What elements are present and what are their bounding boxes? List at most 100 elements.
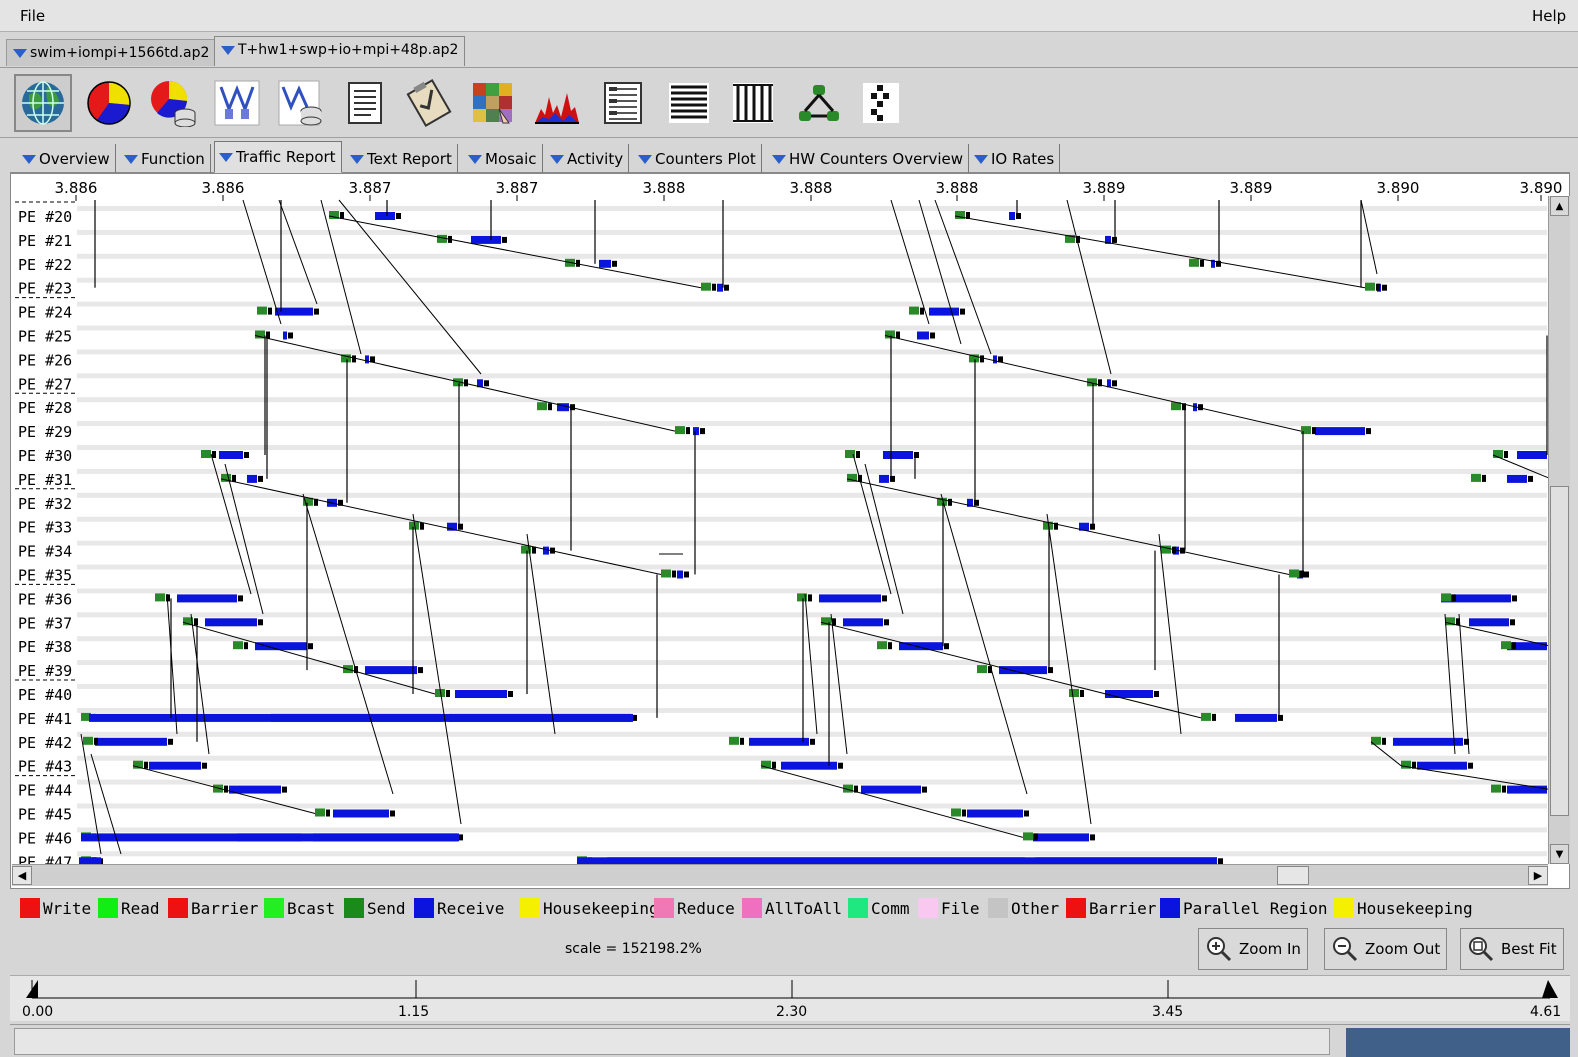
event-marker (244, 642, 248, 650)
legend-label: AllToAll (765, 898, 843, 918)
overview-axis-svg (26, 980, 1558, 999)
legend-label: Comm (871, 898, 910, 918)
event-end-marker (810, 738, 815, 745)
event-end-marker (1016, 213, 1021, 219)
grid-dots-icon[interactable] (852, 74, 910, 132)
tab-traffic-report[interactable]: Traffic Report (214, 141, 342, 173)
receive-bar (477, 379, 483, 388)
event-marker (1182, 403, 1186, 411)
event-marker (194, 618, 198, 626)
receive-bar (677, 570, 683, 579)
tab-overview[interactable]: Overview (18, 144, 116, 173)
vertical-scroll-thumb[interactable] (1550, 486, 1569, 816)
dropdown-arrow-icon (124, 155, 138, 164)
event-marker (1200, 259, 1204, 267)
toolbar (0, 68, 1578, 138)
vertical-scrollbar[interactable]: ▲ ▼ (1548, 196, 1570, 864)
tab-mosaic[interactable]: Mosaic (464, 144, 543, 173)
zoom-in-button[interactable]: Zoom In (1198, 928, 1308, 970)
pie-chart-icon[interactable] (80, 74, 138, 132)
zoom-out-button[interactable]: Zoom Out (1324, 928, 1448, 970)
horizontal-scrollbar[interactable]: ◀ ▶ (12, 864, 1548, 886)
help-menu[interactable]: Help (1532, 7, 1567, 25)
receive-bar (283, 331, 287, 340)
message-line (1066, 199, 1112, 375)
tab-label: IO Rates (991, 150, 1055, 168)
event-marker (576, 259, 580, 267)
tab-hw-counters-overview[interactable]: HW Counters Overview (768, 144, 970, 173)
event-end-marker (258, 475, 263, 482)
event-marker (1034, 833, 1038, 841)
scroll-up-button[interactable]: ▲ (1550, 196, 1569, 216)
event-end-marker (1278, 714, 1283, 721)
receive-bar (693, 427, 699, 436)
dropdown-arrow-icon (638, 155, 652, 164)
receive-bar (1105, 235, 1111, 244)
message-line (132, 765, 316, 814)
message-line (954, 215, 1366, 289)
event-end-marker (1512, 595, 1517, 602)
mosaic-icon[interactable] (464, 74, 522, 132)
columns-icon[interactable] (724, 74, 782, 132)
traffic-report-plot[interactable]: 3.886 3.886 3.887 3.887 3.888 3.888 3.888 3.889… (10, 173, 1570, 889)
overview-label: 4.61 (1530, 1004, 1562, 1020)
text-report-icon[interactable] (336, 74, 394, 132)
best-fit-button[interactable]: Best Fit (1460, 928, 1564, 970)
dropdown-arrow-icon (772, 155, 786, 164)
tab-activity[interactable]: Activity (546, 144, 630, 173)
horizontal-scroll-thumb[interactable] (1277, 866, 1309, 885)
hierarchy-icon[interactable] (790, 74, 848, 132)
message-line (1360, 199, 1378, 275)
time-label: 3.889 (1083, 179, 1126, 197)
message-line (80, 733, 102, 855)
event-end-marker (998, 356, 1003, 363)
scroll-right-button[interactable]: ▶ (1528, 866, 1548, 885)
tab-io-rates[interactable]: IO Rates (970, 144, 1061, 173)
counters-list-icon[interactable] (594, 74, 652, 132)
receive-bar (1315, 427, 1365, 436)
traffic-timeline-svg[interactable]: 3.886 3.886 3.887 3.887 3.888 3.888 3.888 3.889… (11, 174, 1570, 889)
event-end-marker (960, 308, 965, 315)
call-tree-icon[interactable] (208, 74, 266, 132)
file-tab-swim[interactable]: swim+iompi+1566td.ap2 (6, 39, 217, 66)
event-marker (920, 307, 924, 315)
file-tab-hw1[interactable]: T+hw1+swp+io+mpi+48p.ap2 (214, 36, 466, 66)
file-menu[interactable]: File (20, 7, 46, 25)
dropdown-arrow-icon (550, 155, 564, 164)
message-line (1158, 533, 1182, 735)
row-stripe (77, 229, 1547, 235)
send-marker (81, 712, 91, 721)
table-icon[interactable] (660, 74, 718, 132)
pie-chart-database-icon[interactable] (144, 74, 202, 132)
activity-chart-icon[interactable] (528, 74, 586, 132)
tab-counters-plot[interactable]: Counters Plot (634, 144, 762, 173)
call-tree-database-icon[interactable] (272, 74, 330, 132)
time-label: 3.887 (349, 179, 392, 197)
event-marker (314, 498, 318, 506)
send-marker (1023, 832, 1033, 841)
message-line (242, 199, 282, 325)
scroll-left-button[interactable]: ◀ (12, 866, 32, 885)
clipboard-check-icon[interactable] (400, 74, 458, 132)
legend-label: Write (43, 898, 92, 918)
event-end-marker (396, 213, 401, 219)
event-marker (772, 761, 776, 769)
overview-time-axis[interactable]: 0.00 1.15 2.30 3.45 4.61 (10, 975, 1570, 1021)
send-marker (1189, 258, 1199, 267)
pe-label: PE #33 (18, 519, 72, 537)
file-tab-label: T+hw1+swp+io+mpi+48p.ap2 (238, 42, 459, 58)
receive-bar (599, 259, 611, 268)
tab-text-report[interactable]: Text Report (346, 144, 458, 173)
event-marker (1456, 618, 1460, 626)
send-marker (661, 569, 671, 578)
tab-function[interactable]: Function (120, 144, 211, 173)
row-stripe (77, 301, 1547, 307)
globe-icon[interactable] (14, 74, 72, 132)
event-end-marker (258, 619, 263, 626)
message-line (320, 199, 362, 355)
message-line (278, 199, 318, 305)
event-end-marker (882, 595, 887, 602)
receive-bar (899, 642, 943, 651)
send-marker (1289, 569, 1299, 578)
scroll-down-button[interactable]: ▼ (1550, 844, 1569, 864)
